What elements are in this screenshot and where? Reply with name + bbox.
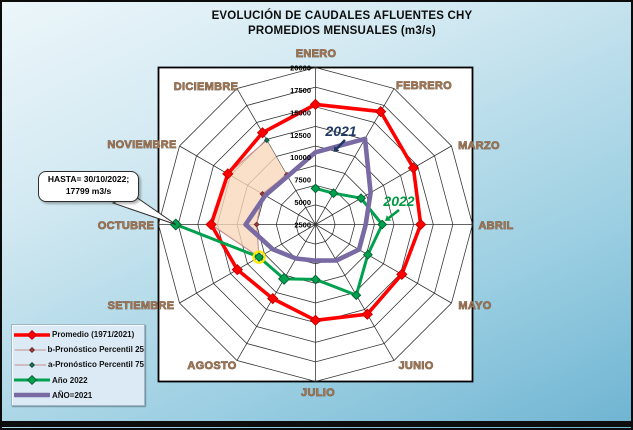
radial-tick-labels: 20000 17500 15000 12500 10000 7500 5000 2500 [290, 64, 311, 230]
legend-marker [28, 346, 36, 353]
legend-label: b-Pronóstico Percentil 25 [47, 345, 144, 355]
legend-swatch-a-o-2021 [14, 393, 50, 398]
grid-spoke [315, 145, 452, 225]
series-a-o-2021 [243, 136, 373, 263]
tick-label-12500: 12500 [290, 131, 311, 140]
series-promedio-1971-2021-marker [309, 98, 322, 111]
legend-item-a-o-2022: Año 2022 [14, 373, 144, 388]
tick-label-7500: 7500 [294, 176, 311, 185]
year-label-arrowhead [333, 146, 340, 152]
series-a-o-2021-line [243, 136, 373, 263]
tick-label-20000: 20000 [290, 64, 311, 73]
legend-swatch-a-o-2022 [14, 375, 50, 386]
series-promedio-1971-2021-marker [267, 292, 279, 305]
series-promedio-1971-2021 [205, 98, 427, 326]
series-promedio-1971-2021-marker [231, 264, 243, 276]
month-label-setiembre: SETIEMBRE [108, 300, 175, 312]
series-a-o-2022-marker [351, 290, 362, 301]
month-label-junio: JUNIO [398, 360, 433, 372]
series-a-o-2022-marker [310, 183, 321, 194]
legend-item-a-pron-stico-percentil-75: a-Pronóstico Percentil 75 [14, 357, 144, 372]
series-promedio-1971-2021-marker [415, 218, 427, 231]
chart-title-line2: PROMEDIOS MENSUALES (m3/s) [248, 25, 436, 37]
grid-spoke [179, 224, 316, 304]
legend-label: a-Pronóstico Percentil 75 [47, 360, 144, 370]
series-promedio-1971-2021-marker [205, 218, 217, 231]
month-label-diciembre: DICIEMBRE [174, 81, 238, 93]
month-label-octubre: OCTUBRE [98, 220, 155, 232]
month-label-agosto: AGOSTO [187, 360, 236, 372]
chart-title: EVOLUCIÓN DE CAUDALES AFLUENTES CHY PROM… [52, 9, 631, 39]
data-callout-bubble: HASTA= 30/10/2022; 17799 m3/s [38, 171, 139, 202]
year-label-arrowhead [385, 215, 392, 221]
tick-label-2500: 2500 [294, 220, 311, 229]
series-promedio-1971-2021-marker [256, 127, 269, 139]
legend-label: Promedio (1971/2021) [52, 330, 135, 340]
series-a-o-2022-marker [356, 193, 366, 204]
year-label-arrow-line [388, 208, 400, 219]
series-a-pron-stico-percentil-75-marker [263, 137, 270, 144]
legend-item-b-pron-stico-percentil-25: b-Pronóstico Percentil 25 [14, 342, 144, 357]
chart-title-line1: EVOLUCIÓN DE CAUDALES AFLUENTES CHY [211, 10, 473, 22]
callout-line2: 17799 m3/s [65, 185, 112, 196]
highlight-ring [252, 250, 266, 264]
legend-marker [26, 375, 38, 386]
month-labels: ENERO FEBRERO MARZO ABRIL MAYO JUNIO JULIO AGOS… [97, 48, 513, 400]
tick-label-5000: 5000 [294, 198, 311, 207]
series-a-o-2022-marker [254, 252, 265, 263]
series-a-o-2022-marker [278, 272, 291, 285]
legend-swatch-a-pron-stico-percentil-75 [14, 361, 46, 369]
legend-swatch-promedio-1971-2021 [14, 329, 50, 340]
legend-item-promedio-1971-2021: Promedio (1971/2021) [14, 327, 144, 342]
grid-spoke [236, 224, 316, 361]
series-promedio-1971-2021-marker [407, 162, 420, 174]
legend-item-a-o-2021: AÑO=2021 [14, 388, 144, 403]
series-promedio-1971-2021-marker [375, 106, 387, 118]
series-promedio-1971-2021-marker [222, 168, 234, 180]
month-label-mayo: MAYO [458, 300, 491, 312]
series-a-o-2022-line [174, 186, 384, 297]
month-label-enero: ENERO [296, 48, 337, 60]
tick-label-17500: 17500 [290, 86, 311, 95]
series-b-pron-stico-percentil-25-marker [253, 221, 260, 228]
chart-legend: Promedio (1971/2021) b-Pronóstico Percent… [11, 324, 145, 406]
tick-label-10000: 10000 [290, 153, 311, 162]
series-a-o-2022-marker [310, 274, 321, 285]
legend-label: AÑO=2021 [52, 390, 93, 400]
callout-line1: HASTA= 30/10/2022; [47, 174, 130, 184]
series-promedio-1971-2021-marker [361, 308, 373, 320]
month-label-abril: ABRIL [478, 220, 513, 232]
series-a-o-2022-marker [362, 249, 373, 260]
grid-spoke [236, 88, 316, 225]
month-label-marzo: MARZO [458, 140, 500, 152]
legend-marker [26, 329, 38, 340]
year-label-arrow-line [336, 139, 346, 150]
year-label-2022: 2022 [382, 193, 414, 209]
bottom-divider [2, 421, 631, 427]
tick-label-15000: 15000 [290, 108, 311, 117]
series-promedio-1971-2021-marker [309, 314, 322, 326]
month-label-noviembre: NOVIEMBRE [107, 139, 176, 151]
series-a-o-2022-marker [328, 188, 339, 199]
series-a-o-2022-marker [377, 219, 388, 230]
legend-label: Año 2022 [52, 375, 88, 385]
series-promedio-1971-2021-marker [396, 268, 408, 280]
legend-marker [28, 361, 36, 369]
month-label-febrero: FEBRERO [396, 80, 452, 92]
grid-spoke [315, 224, 452, 304]
month-label-julio: JULIO [301, 387, 335, 399]
legend-swatch-b-pron-stico-percentil-25 [14, 346, 46, 353]
year-label-2021: 2021 [324, 123, 356, 139]
forecast-band [211, 140, 287, 258]
